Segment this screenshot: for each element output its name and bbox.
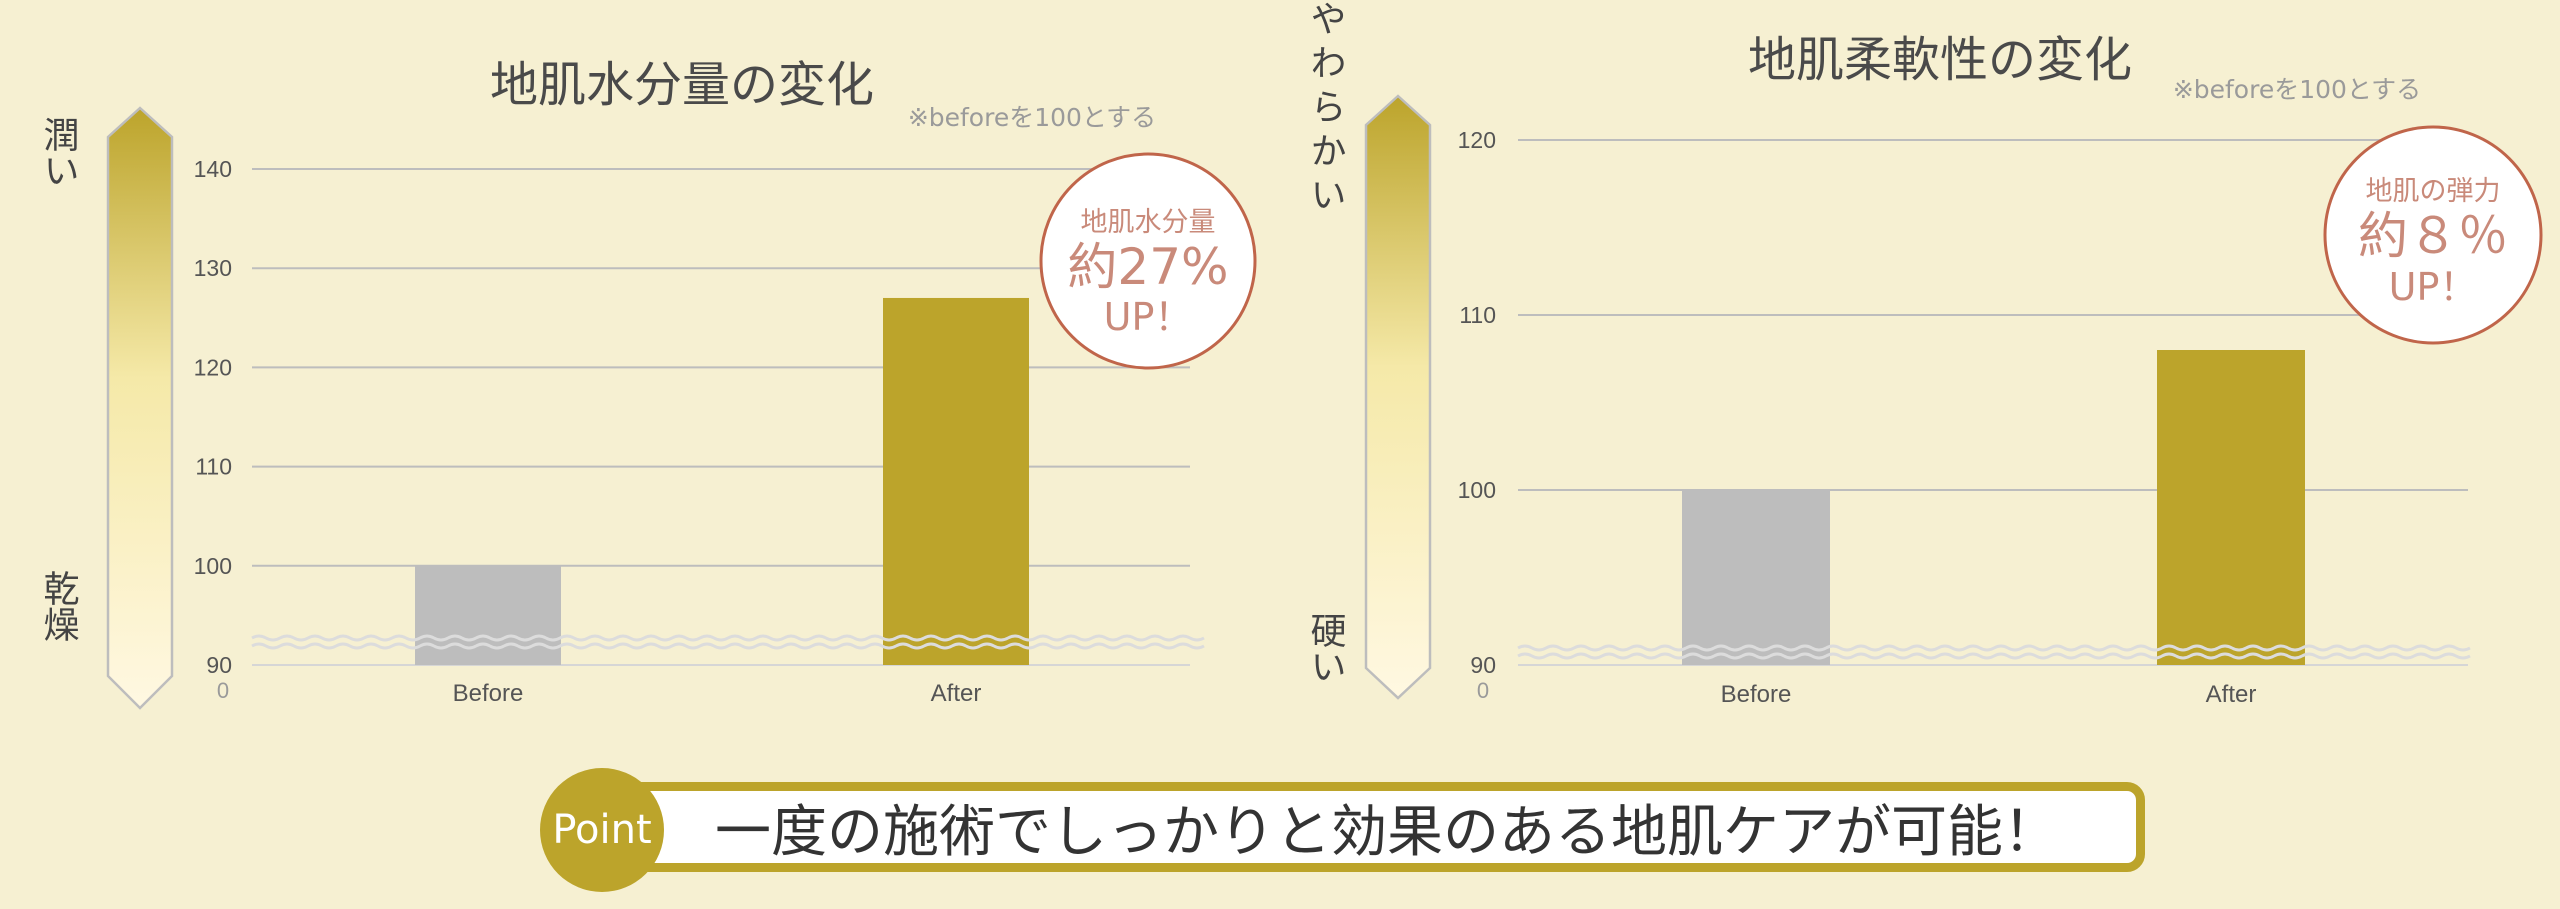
axis-break-wave: [251, 642, 1205, 650]
chart-note: ※beforeを100とする: [2173, 75, 2421, 104]
y-ticks: 90 100 110 120 130 140: [194, 156, 232, 678]
gridlines: [252, 168, 1190, 666]
badge-line3: UP！: [1104, 295, 1193, 339]
bar-before: [415, 565, 561, 665]
gridlines: [1518, 139, 2468, 666]
axis-zero-label: 0: [217, 678, 229, 703]
axis-zero-label: 0: [1477, 678, 1489, 703]
bars: [1682, 350, 2305, 665]
badge-line1: 地肌水分量: [1081, 207, 1216, 238]
moisture-scale-arrow: [106, 106, 174, 710]
axis-break-wave: [1517, 644, 2471, 652]
moisture-chart: 潤い 乾燥 地肌水分量の変化 ※beforeを100とする 90 100 110 12…: [38, 57, 1257, 710]
y-ticks: 90 100 110 120: [1458, 127, 1496, 678]
bars: [415, 297, 1029, 665]
bar-after: [2157, 350, 2305, 665]
axis-break-wave: [1517, 652, 2471, 660]
badge-line2: 約８％: [2358, 207, 2508, 265]
elasticity-chart: やわらかい 硬い 地肌柔軟性の変化 ※beforeを100とする 90 100 11…: [1305, 0, 2543, 708]
x-categories: Before After: [453, 680, 982, 707]
result-badge: 地肌の弾力 約８％ UP！: [2323, 125, 2543, 345]
chart-title: 地肌水分量の変化: [490, 57, 874, 113]
point-message-box: [620, 782, 2145, 872]
point-message: 一度の施術でしっかりと効果のある地肌ケアが可能！: [715, 799, 2059, 865]
badge-line1: 地肌の弾力: [2366, 176, 2501, 207]
y-tick-label: 90: [1470, 652, 1496, 678]
y-tick-label: 100: [194, 553, 232, 579]
x-category-label: Before: [1721, 681, 1792, 708]
scale-top-label: 潤い: [38, 116, 79, 188]
point-banner: Point 一度の施術でしっかりと効果のある地肌ケアが可能！: [540, 768, 2150, 892]
y-tick-label: 100: [1458, 477, 1496, 503]
axis-break: [1517, 644, 2471, 660]
y-tick-label: 120: [194, 354, 232, 380]
scale-top-label: やわらかい: [1305, 0, 1346, 220]
axis-break: [251, 634, 1205, 650]
scale-bottom-label: 硬い: [1305, 612, 1346, 684]
result-badge: 地肌水分量 約27% UP！: [1039, 152, 1257, 370]
point-badge: Point: [540, 768, 664, 892]
bar-after: [883, 297, 1029, 665]
x-categories: Before After: [1721, 681, 2257, 708]
x-category-label: Before: [453, 680, 524, 707]
chart-note: ※beforeを100とする: [908, 103, 1156, 132]
badge-line3: UP！: [2389, 265, 2478, 309]
y-tick-label: 130: [194, 255, 232, 281]
badge-line2: 約27%: [1067, 238, 1228, 296]
axis-break-wave: [251, 634, 1205, 642]
y-tick-label: 110: [195, 454, 232, 480]
y-tick-label: 90: [206, 652, 232, 678]
y-tick-label: 140: [194, 156, 232, 182]
scale-bottom-label: 乾燥: [38, 570, 79, 642]
y-tick-label: 110: [1459, 302, 1496, 328]
bar-before: [1682, 490, 1830, 665]
elasticity-scale-arrow: [1364, 94, 1432, 700]
x-category-label: After: [2206, 681, 2257, 708]
y-tick-label: 120: [1458, 127, 1496, 153]
x-category-label: After: [931, 680, 982, 707]
chart-title: 地肌柔軟性の変化: [1748, 32, 2132, 88]
